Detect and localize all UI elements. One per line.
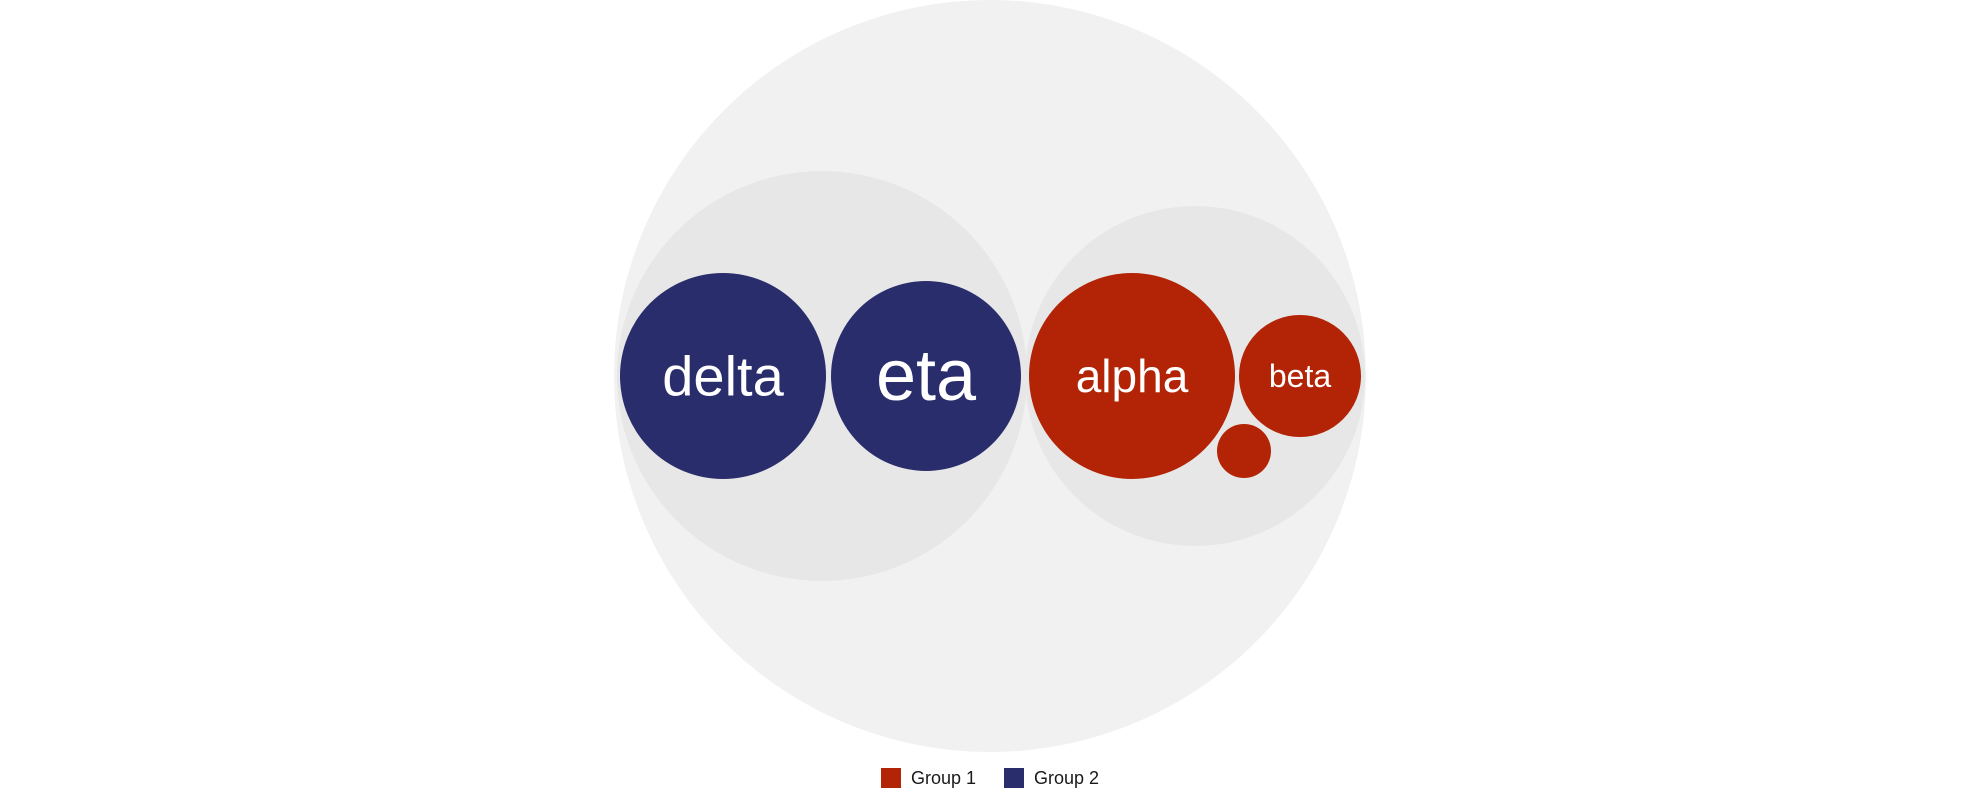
legend-item-group-1[interactable]: Group 1 [880, 767, 976, 789]
bubble-alpha[interactable] [1029, 273, 1235, 479]
legend-swatch-group-1 [880, 768, 901, 788]
bubble-eta[interactable] [831, 281, 1021, 471]
legend-swatch-group-2 [1004, 768, 1024, 788]
legend-label-group-1: Group 1 [910, 767, 976, 788]
bubble-item-2[interactable] [1217, 424, 1271, 478]
bubble-delta[interactable] [620, 273, 826, 479]
legend: Group 1 Group 2 [0, 764, 1980, 792]
bubble-label-delta: delta [662, 345, 784, 408]
bubble-beta[interactable] [1239, 315, 1361, 437]
legend-item-group-2[interactable]: Group 2 [1004, 768, 1099, 789]
bubble-label-beta: beta [1269, 358, 1331, 394]
legend-label-group-2: Group 2 [1034, 767, 1100, 788]
bubbles-layer: alpha beta delta eta [620, 273, 1361, 479]
bubble-label-eta: eta [876, 336, 977, 416]
bubble-label-alpha: alpha [1076, 350, 1189, 402]
